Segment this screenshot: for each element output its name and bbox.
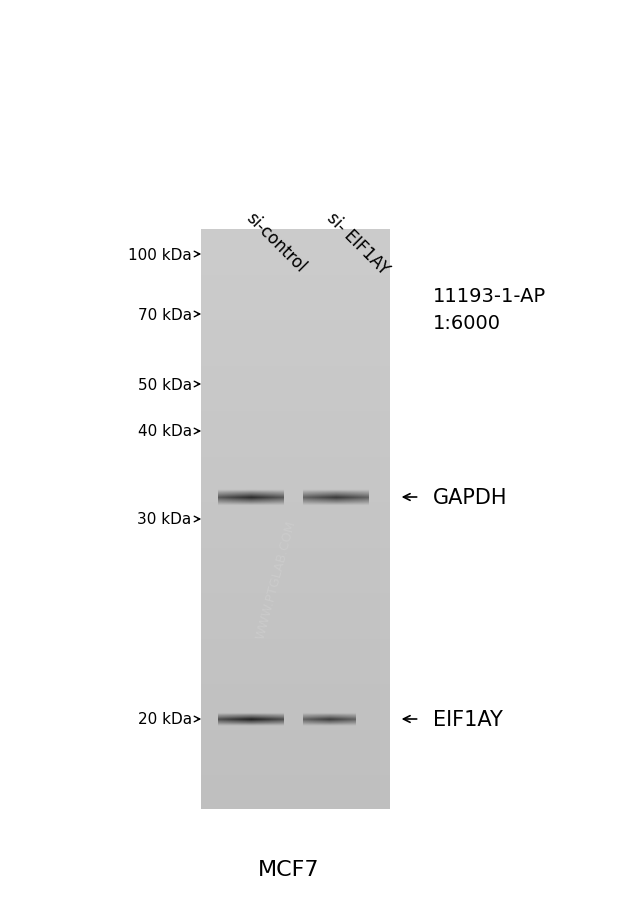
Text: 30 kDa: 30 kDa bbox=[138, 512, 192, 527]
Text: 11193-1-AP
1:6000: 11193-1-AP 1:6000 bbox=[433, 287, 546, 332]
Text: si- EIF1AY: si- EIF1AY bbox=[323, 209, 392, 279]
Text: MCF7: MCF7 bbox=[258, 859, 320, 879]
Text: WWW.PTGLAB.COM: WWW.PTGLAB.COM bbox=[254, 519, 298, 640]
Text: EIF1AY: EIF1AY bbox=[433, 709, 503, 729]
Text: 100 kDa: 100 kDa bbox=[128, 247, 192, 262]
Text: 40 kDa: 40 kDa bbox=[138, 424, 192, 439]
Text: 70 kDa: 70 kDa bbox=[138, 308, 192, 322]
Text: GAPDH: GAPDH bbox=[433, 487, 508, 508]
Text: si-control: si-control bbox=[242, 209, 309, 276]
Text: 20 kDa: 20 kDa bbox=[138, 712, 192, 727]
Bar bbox=[201, 230, 389, 809]
Text: 50 kDa: 50 kDa bbox=[138, 377, 192, 392]
